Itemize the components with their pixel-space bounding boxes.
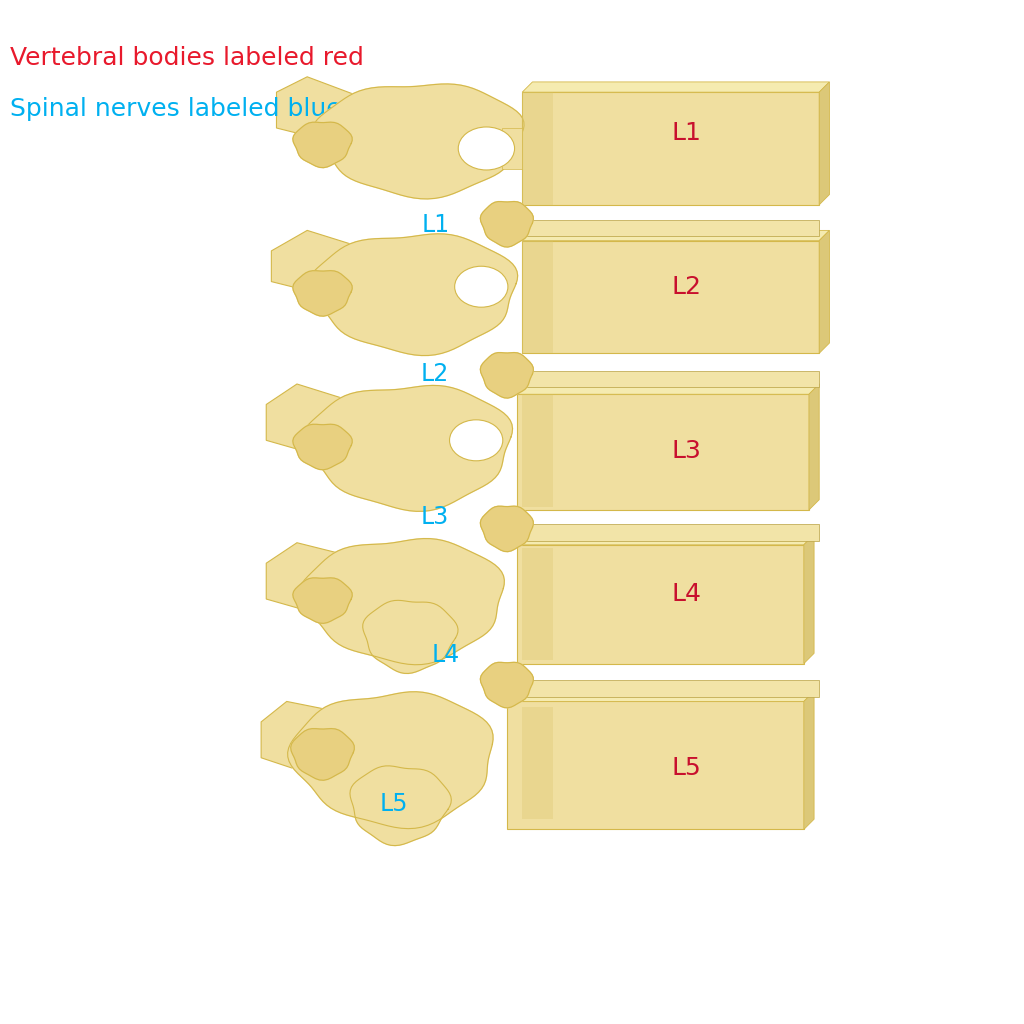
Polygon shape bbox=[819, 230, 829, 353]
Ellipse shape bbox=[450, 420, 503, 461]
Polygon shape bbox=[522, 524, 819, 541]
Polygon shape bbox=[298, 539, 504, 665]
Polygon shape bbox=[522, 92, 553, 205]
Text: L1: L1 bbox=[421, 213, 450, 238]
Polygon shape bbox=[350, 766, 452, 846]
Polygon shape bbox=[291, 728, 354, 780]
Polygon shape bbox=[480, 352, 534, 398]
Polygon shape bbox=[522, 220, 819, 237]
Polygon shape bbox=[804, 691, 814, 829]
Polygon shape bbox=[293, 424, 352, 470]
Polygon shape bbox=[517, 545, 804, 664]
Polygon shape bbox=[502, 128, 522, 169]
Polygon shape bbox=[819, 82, 829, 205]
Polygon shape bbox=[266, 543, 379, 609]
Polygon shape bbox=[261, 701, 364, 768]
Polygon shape bbox=[271, 230, 389, 292]
Text: L2: L2 bbox=[421, 361, 450, 386]
Polygon shape bbox=[804, 535, 814, 664]
Polygon shape bbox=[517, 535, 814, 545]
Ellipse shape bbox=[458, 127, 514, 170]
Polygon shape bbox=[276, 77, 389, 138]
Text: Spinal nerves labeled blue: Spinal nerves labeled blue bbox=[10, 97, 342, 121]
Text: L4: L4 bbox=[671, 582, 701, 606]
Polygon shape bbox=[522, 92, 819, 205]
Polygon shape bbox=[480, 663, 534, 708]
Polygon shape bbox=[809, 384, 819, 510]
Text: L3: L3 bbox=[671, 438, 701, 463]
Polygon shape bbox=[362, 600, 458, 674]
Text: Vertebral bodies labeled red: Vertebral bodies labeled red bbox=[10, 46, 365, 70]
Text: L3: L3 bbox=[421, 505, 450, 529]
Polygon shape bbox=[507, 691, 814, 701]
Polygon shape bbox=[522, 680, 819, 696]
Polygon shape bbox=[293, 578, 352, 624]
Polygon shape bbox=[306, 233, 518, 355]
Polygon shape bbox=[517, 394, 809, 510]
Text: L1: L1 bbox=[671, 121, 701, 145]
Text: L5: L5 bbox=[380, 792, 409, 816]
Polygon shape bbox=[522, 82, 829, 92]
Polygon shape bbox=[522, 707, 553, 819]
Polygon shape bbox=[312, 84, 524, 199]
Polygon shape bbox=[517, 384, 819, 394]
Ellipse shape bbox=[455, 266, 508, 307]
Polygon shape bbox=[522, 241, 819, 353]
Text: L4: L4 bbox=[431, 643, 460, 668]
Polygon shape bbox=[522, 548, 553, 660]
Polygon shape bbox=[480, 506, 534, 552]
Polygon shape bbox=[522, 371, 819, 387]
Polygon shape bbox=[301, 385, 513, 511]
Text: L5: L5 bbox=[671, 756, 701, 780]
Polygon shape bbox=[480, 202, 534, 247]
Polygon shape bbox=[266, 384, 379, 451]
Polygon shape bbox=[522, 241, 553, 353]
Polygon shape bbox=[293, 270, 352, 316]
Polygon shape bbox=[293, 122, 352, 168]
Polygon shape bbox=[522, 230, 829, 241]
Polygon shape bbox=[507, 701, 804, 829]
Polygon shape bbox=[522, 394, 553, 507]
Text: L2: L2 bbox=[671, 274, 701, 299]
Polygon shape bbox=[288, 692, 493, 828]
